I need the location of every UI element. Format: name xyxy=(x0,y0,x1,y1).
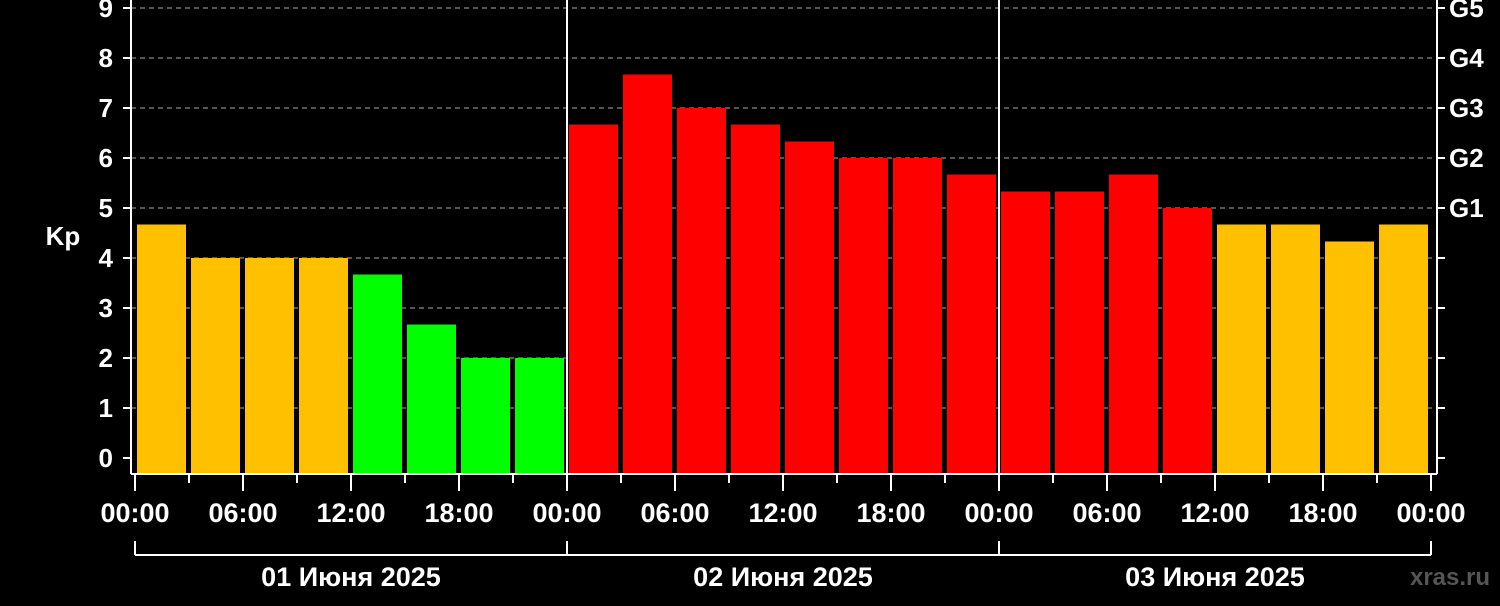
x-tick-label: 18:00 xyxy=(424,498,493,528)
kp-bar xyxy=(461,358,510,474)
y-tick-label: 2 xyxy=(99,343,113,373)
x-tick-label: 12:00 xyxy=(1180,498,1249,528)
day-label: 03 Июня 2025 xyxy=(1125,562,1305,592)
y-tick-label: 3 xyxy=(99,293,113,323)
x-tick-label: 18:00 xyxy=(856,498,925,528)
kp-bar xyxy=(245,258,294,474)
y-tick-label: 0 xyxy=(99,443,113,473)
kp-bar xyxy=(407,324,456,474)
x-tick-label: 06:00 xyxy=(208,498,277,528)
y-tick-label: 1 xyxy=(99,393,113,423)
day-label: 01 Июня 2025 xyxy=(261,562,441,592)
x-tick-label: 12:00 xyxy=(316,498,385,528)
kp-bar xyxy=(677,108,726,474)
kp-bar xyxy=(1217,224,1266,474)
y-tick-label: 4 xyxy=(99,243,114,273)
g-scale-label: G2 xyxy=(1449,143,1484,173)
y-tick-label: 9 xyxy=(99,0,113,23)
kp-bar xyxy=(137,224,186,474)
kp-bar xyxy=(1271,224,1320,474)
g-scale-label: G1 xyxy=(1449,193,1484,223)
y-tick-label: 8 xyxy=(99,43,113,73)
x-tick-label: 00:00 xyxy=(964,498,1033,528)
kp-bar xyxy=(1325,241,1374,474)
x-tick-label: 18:00 xyxy=(1288,498,1357,528)
x-tick-label: 06:00 xyxy=(1072,498,1141,528)
x-tick-label: 00:00 xyxy=(532,498,601,528)
x-tick-label: 12:00 xyxy=(748,498,817,528)
x-tick-label: 06:00 xyxy=(640,498,709,528)
kp-bar xyxy=(623,74,672,474)
g-scale-label: G5 xyxy=(1449,0,1484,23)
kp-bar xyxy=(1379,224,1428,474)
kp-bar xyxy=(1055,191,1104,474)
day-label: 02 Июня 2025 xyxy=(693,562,873,592)
x-tick-label: 00:00 xyxy=(100,498,169,528)
kp-bar xyxy=(1163,208,1212,474)
kp-bar xyxy=(731,124,780,474)
g-scale-label: G4 xyxy=(1449,43,1484,73)
kp-bar xyxy=(1001,191,1050,474)
kp-bar xyxy=(569,124,618,474)
kp-bar xyxy=(947,174,996,474)
kp-bar xyxy=(353,274,402,474)
kp-bar xyxy=(191,258,240,474)
watermark: xras.ru xyxy=(1410,564,1490,591)
g-scale-label: G3 xyxy=(1449,93,1484,123)
y-tick-label: 7 xyxy=(99,93,113,123)
x-tick-label: 00:00 xyxy=(1396,498,1465,528)
y-tick-label: 6 xyxy=(99,143,113,173)
kp-bar xyxy=(1109,174,1158,474)
y-axis-label: Kp xyxy=(46,221,81,251)
kp-bar xyxy=(515,358,564,474)
y-tick-label: 5 xyxy=(99,193,113,223)
kp-bar xyxy=(299,258,348,474)
kp-bar xyxy=(839,158,888,474)
kp-bar xyxy=(893,158,942,474)
kp-bar xyxy=(785,141,834,474)
